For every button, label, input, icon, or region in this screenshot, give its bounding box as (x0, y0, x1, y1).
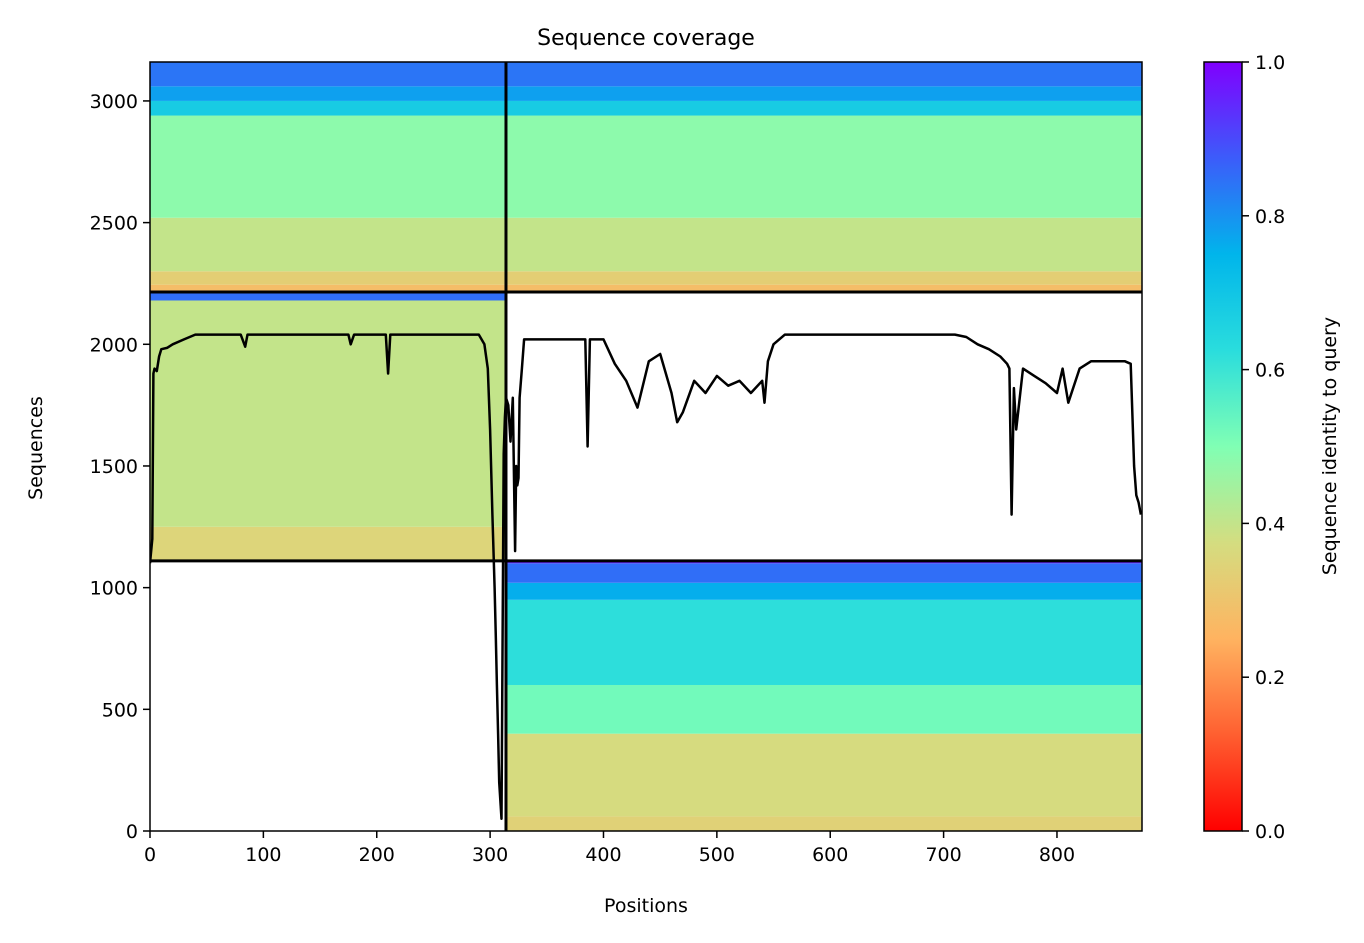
heatmap-block (150, 271, 506, 285)
colorbar-tick-label: 0.4 (1255, 513, 1285, 535)
heatmap-block (505, 217, 1142, 272)
x-tick-label: 800 (1039, 844, 1075, 866)
colorbar-tick-label: 0.8 (1255, 206, 1285, 228)
heatmap-block (505, 271, 1142, 285)
coverage-heatmap (150, 62, 1142, 831)
chart-title: Sequence coverage (537, 26, 755, 51)
heatmap-block (505, 599, 1142, 685)
y-axis-label: Sequences (25, 396, 47, 500)
x-tick-label: 600 (812, 844, 848, 866)
colorbar-tick-label: 0.0 (1255, 821, 1285, 843)
colorbar-ticks: 0.0 0.2 0.4 0.6 0.8 1.0 (1242, 52, 1285, 843)
x-tick-label: 200 (359, 844, 395, 866)
colorbar-label: Sequence identity to query (1319, 317, 1341, 575)
heatmap-block (150, 217, 506, 272)
heatmap-block (150, 62, 506, 87)
heatmap-block (150, 86, 506, 101)
domain-boundaries (150, 62, 1142, 831)
heatmap-block (150, 100, 506, 116)
x-tick-label: 500 (699, 844, 735, 866)
x-tick-label: 700 (925, 844, 961, 866)
coverage-line-layer (150, 333, 1142, 821)
heatmap-block (505, 100, 1142, 116)
x-axis-label: Positions (604, 895, 688, 917)
x-tick-label: 300 (472, 844, 508, 866)
heatmap-block (150, 526, 506, 561)
plot-frame (149, 61, 1143, 832)
y-tick-label: 3000 (90, 91, 138, 113)
y-tick-label: 0 (126, 821, 138, 843)
y-tick-label: 1500 (90, 456, 138, 478)
heatmap-block (505, 684, 1142, 734)
y-tick-label: 2000 (90, 334, 138, 356)
heatmap-block (150, 284, 506, 292)
heatmap-block (505, 816, 1142, 831)
heatmap-block (505, 582, 1142, 600)
heatmap-block (505, 284, 1142, 292)
heatmap-block (505, 733, 1142, 817)
x-axis-ticks: 0 100 200 300 400 500 600 700 800 (144, 831, 1075, 866)
coverage-line (150, 333, 1142, 821)
y-tick-label: 2500 (90, 213, 138, 235)
heatmap-block (505, 62, 1142, 87)
colorbar-tick-label: 1.0 (1255, 52, 1285, 74)
heatmap-block (505, 115, 1142, 218)
heatmap-block (505, 563, 1142, 583)
colorbar-tick-label: 0.2 (1255, 667, 1285, 689)
colorbar (1204, 62, 1242, 831)
y-tick-label: 1000 (90, 578, 138, 600)
y-tick-label: 500 (102, 699, 138, 721)
x-tick-label: 100 (245, 844, 281, 866)
y-axis-ticks: 0 500 1000 1500 2000 2500 3000 (90, 91, 150, 843)
heatmap-block (150, 300, 506, 527)
heatmap-block (505, 86, 1142, 101)
heatmap-block (150, 291, 506, 301)
x-tick-label: 0 (144, 844, 156, 866)
x-tick-label: 400 (585, 844, 621, 866)
colorbar-tick-label: 0.6 (1255, 360, 1285, 382)
colorbar-frame (1203, 61, 1243, 832)
heatmap-block (150, 115, 506, 218)
